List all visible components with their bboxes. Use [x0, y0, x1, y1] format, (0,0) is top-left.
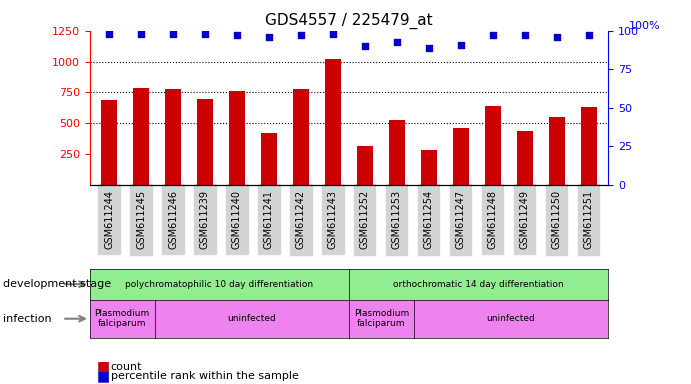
Bar	[581, 107, 597, 185]
Bar	[485, 106, 501, 185]
Bar	[453, 127, 469, 185]
Bar	[549, 116, 565, 185]
Point	[583, 32, 594, 38]
Point	[487, 32, 498, 38]
Title: GDS4557 / 225479_at: GDS4557 / 225479_at	[265, 13, 433, 29]
Text: polychromatophilic 10 day differentiation: polychromatophilic 10 day differentiatio…	[125, 280, 314, 289]
Point	[167, 31, 178, 37]
Y-axis label: 100%: 100%	[629, 21, 660, 31]
Bar	[197, 99, 213, 185]
Point	[520, 32, 531, 38]
Point	[200, 31, 211, 37]
Bar	[421, 150, 437, 185]
Point	[296, 32, 307, 38]
Point	[455, 41, 466, 48]
Text: uninfected: uninfected	[227, 314, 276, 323]
Text: orthochromatic 14 day differentiation: orthochromatic 14 day differentiation	[393, 280, 564, 289]
Text: uninfected: uninfected	[486, 314, 536, 323]
Bar	[261, 133, 277, 185]
Text: count: count	[111, 362, 142, 372]
Bar	[229, 91, 245, 185]
Bar	[101, 100, 117, 185]
Point	[104, 31, 115, 37]
Bar	[165, 89, 181, 185]
Text: percentile rank within the sample: percentile rank within the sample	[111, 371, 299, 381]
Point	[328, 31, 339, 37]
Point	[424, 45, 435, 51]
Bar	[133, 88, 149, 185]
Bar	[293, 89, 309, 185]
Bar	[325, 59, 341, 185]
Text: development stage: development stage	[3, 279, 111, 289]
Point	[263, 34, 274, 40]
Point	[551, 34, 562, 40]
Text: infection: infection	[3, 314, 52, 324]
Point	[135, 31, 146, 37]
Bar	[517, 131, 533, 185]
Bar	[389, 119, 405, 185]
Point	[359, 43, 370, 49]
Point	[231, 32, 243, 38]
Text: ■: ■	[97, 369, 110, 383]
Text: ■: ■	[97, 360, 110, 374]
Point	[391, 38, 402, 45]
Text: Plasmodium
falciparum: Plasmodium falciparum	[354, 309, 409, 328]
Bar	[357, 146, 373, 185]
Text: Plasmodium
falciparum: Plasmodium falciparum	[95, 309, 150, 328]
